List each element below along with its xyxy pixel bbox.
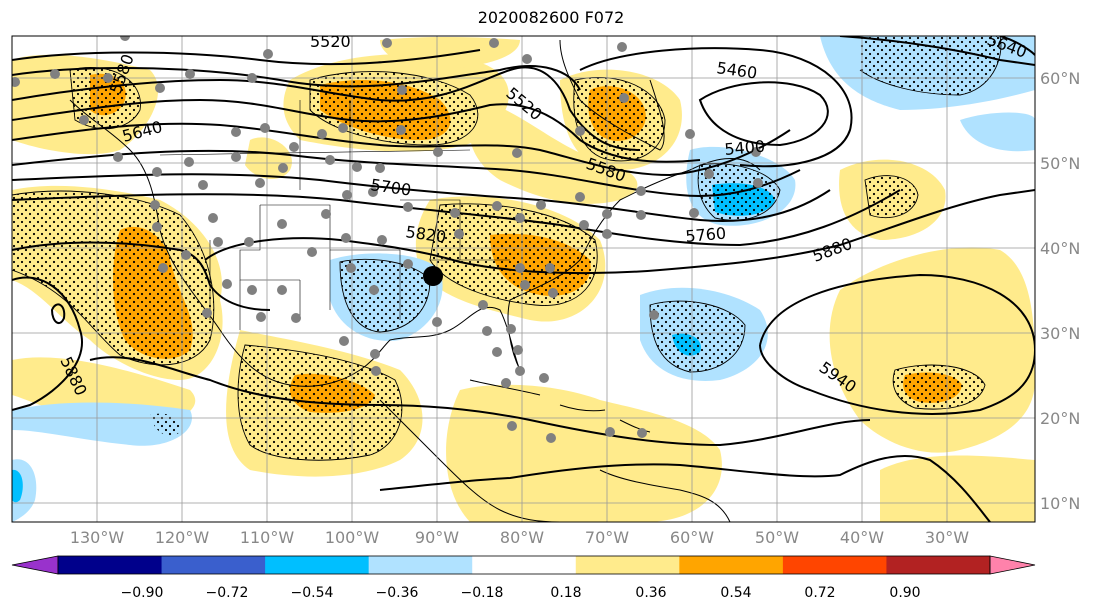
- map-field-layer: 5520 5580 5640 5460 5520 5400 5580 5700 …: [12, 32, 1035, 522]
- latitude-labels: 60°N 50°N 40°N 30°N 20°N 10°N: [1040, 69, 1080, 513]
- colorbar-tick-label: 0.72: [804, 585, 835, 601]
- colorbar-tick-labels: −0.90 −0.72 −0.54 −0.36 −0.18 0.18 0.36 …: [121, 585, 921, 601]
- lon-label: 70°W: [585, 528, 629, 547]
- colorbar-tick-label: −0.72: [206, 585, 249, 601]
- contour-label: 5520: [310, 32, 351, 51]
- lon-label: 80°W: [500, 528, 544, 547]
- colorbar-segment: [886, 556, 991, 574]
- colorbar-segment: [58, 556, 163, 574]
- colorbar-segment: [782, 556, 887, 574]
- colorbar-tick-label: 0.90: [889, 585, 920, 601]
- lon-label: 100°W: [325, 528, 380, 547]
- contour-label: 5880: [810, 234, 855, 266]
- colorbar-segment: [368, 556, 473, 574]
- political-borders: [159, 100, 510, 330]
- lon-label: 60°W: [670, 528, 714, 547]
- colorbar-segment: [679, 556, 784, 574]
- colorbar-segment: [265, 556, 370, 574]
- station-markers: [12, 36, 763, 443]
- colorbar-tick-label: 0.54: [720, 585, 751, 601]
- colorbar-tick-label: 0.18: [550, 585, 581, 601]
- colorbar-extend-max: [989, 555, 1036, 575]
- contour-label: 5400: [724, 137, 766, 159]
- colorbar: [11, 555, 1036, 575]
- lat-label: 60°N: [1040, 69, 1080, 88]
- map-frame: [11, 35, 1036, 523]
- colorbar-outline: [57, 555, 991, 575]
- contour-label: 5760: [685, 224, 727, 246]
- colorbar-segment: [472, 556, 577, 574]
- longitude-labels: 130°W 120°W 110°W 100°W 90°W 80°W 70°W 6…: [70, 528, 969, 547]
- lon-label: 90°W: [415, 528, 459, 547]
- lat-label: 10°N: [1040, 494, 1080, 513]
- lon-label: 120°W: [155, 528, 210, 547]
- contour-label: 5460: [715, 58, 758, 82]
- colorbar-tick-label: −0.54: [291, 585, 334, 601]
- colorbar-tick-label: −0.36: [376, 585, 419, 601]
- colorbar-tick-label: −0.90: [121, 585, 164, 601]
- height-contours: [12, 36, 1035, 522]
- colorbar-extend-min: [11, 555, 59, 575]
- lon-label: 130°W: [70, 528, 125, 547]
- lat-label: 30°N: [1040, 324, 1080, 343]
- lon-label: 30°W: [925, 528, 969, 547]
- colorbar-segment: [161, 556, 266, 574]
- lon-label: 50°W: [755, 528, 799, 547]
- colorbar-tick-label: −0.18: [461, 585, 504, 601]
- lat-label: 40°N: [1040, 239, 1080, 258]
- lat-label: 20°N: [1040, 409, 1080, 428]
- lat-label: 50°N: [1040, 154, 1080, 173]
- map-title: 2020082600 F072: [477, 8, 625, 27]
- colorbar-segment: [575, 556, 680, 574]
- colorbar-tick-label: 0.36: [635, 585, 666, 601]
- lon-label: 110°W: [240, 528, 295, 547]
- lon-label: 40°W: [840, 528, 884, 547]
- hurricane-marker: [423, 266, 443, 286]
